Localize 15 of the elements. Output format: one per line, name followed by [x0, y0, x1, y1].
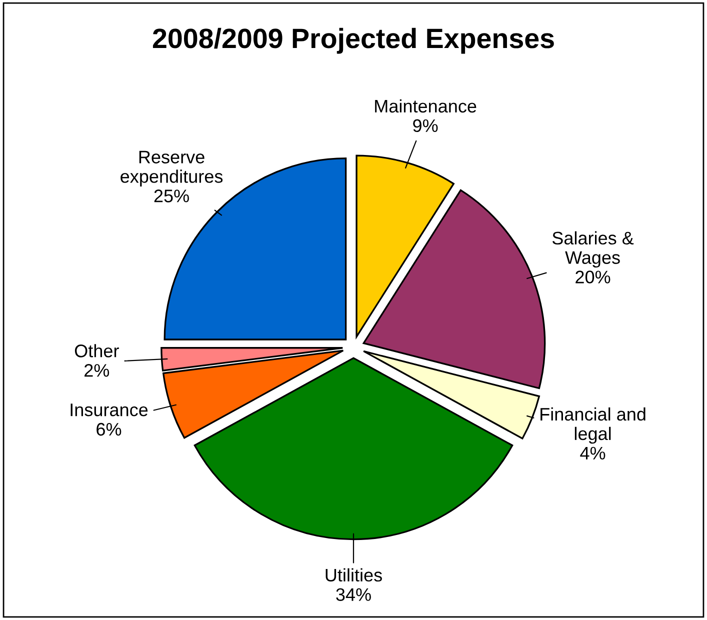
data-label: 4%: [580, 446, 606, 460]
slice-label: Salaries & Wages: [552, 231, 634, 268]
chart-title: 2008/2009 Projected Expenses: [152, 28, 554, 54]
data-label: 20%: [576, 270, 610, 284]
data-label: 9%: [413, 119, 438, 132]
slice-label: Financial and legal: [540, 407, 646, 444]
data-label: 6%: [96, 422, 122, 436]
data-label: 34%: [336, 588, 371, 601]
data-label: 2%: [84, 364, 110, 377]
slice-label: Insurance: [70, 404, 148, 416]
slice-label: Utilities: [326, 568, 382, 582]
slice-label: Other: [74, 344, 119, 358]
slice-label: Reserve expenditures: [120, 150, 223, 186]
slice-label: Maintenance: [375, 99, 476, 113]
data-label: 25%: [154, 190, 189, 202]
